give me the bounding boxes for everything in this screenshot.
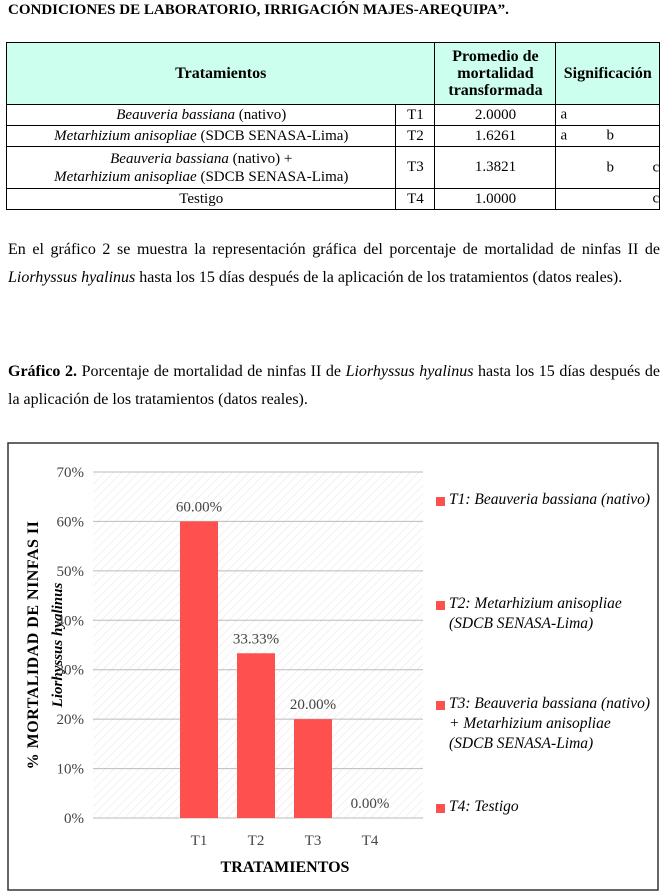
text-run: hasta los 15 días después de la aplicaci… [135,269,623,286]
legend-label: T4: Testigo [449,798,519,815]
legend-swatch [436,804,445,813]
y-tick-label: 10% [57,762,85,778]
mean-cell: 1.3821 [434,146,557,189]
x-title: TRATAMIENTOS [221,859,350,876]
cell-line: Metarhizium anisopliae (SDCB SENASA-Lima… [11,168,391,186]
legend-swatch [436,601,445,610]
legend-label: T3: Beauveria bassiana (nativo) + Metarh… [449,695,651,752]
treatment-cell: Beauveria bassiana (nativo) + Metarhizium… [5,146,397,189]
y-tick-label: 50% [57,564,85,580]
caption: Gráfico 2. Porcentaje de mortalidad de n… [8,358,660,414]
significance-letter: a [560,127,568,144]
col-header: Tratamientos [5,42,436,105]
text-run: Liorhyssus hyalinus [345,363,474,380]
code-cell: T4 [395,188,436,210]
cell-line: Metarhizium anisopliae (SDCB SENASA-Lima… [11,127,391,145]
x-tick-label: T4 [362,833,379,849]
text-run: Metarhizium anisopliae [54,168,197,185]
y-tick-label: 70% [57,465,85,481]
text-run: Porcentaje de mortalidad de ninfas II de [77,363,346,380]
code-cell: T2 [395,125,436,147]
cell-line: Beauveria bassiana (nativo) + [11,150,391,168]
y-tick-label: 30% [57,663,85,679]
significance-cell: c [555,188,660,210]
text-run: Beauveria bassiana [110,150,229,167]
col-header: Promedio de mortalidad transformada [434,42,557,105]
data-label: 20.00% [290,697,336,713]
text-run: (nativo) + [228,150,293,167]
y-tick-label: 0% [64,811,84,827]
text-run: En el gráfico 2 se muestra la representa… [8,241,660,258]
y-tick-label: 20% [57,712,85,728]
cell-line: Beauveria bassiana (nativo) [11,106,391,124]
significance-letter: a [560,106,568,123]
significance-letter: b [606,127,614,144]
text-run: (nativo) [234,107,287,123]
data-label: 60.00% [176,499,222,515]
legend-label: T1: Beauveria bassiana (nativo) [449,491,651,508]
treatment-cell: Metarhizium anisopliae (SDCB SENASA-Lima… [5,125,397,147]
bar [180,521,218,818]
table-row: Testigo T4 1.0000 c [5,188,660,210]
x-tick-label: T1 [191,833,208,849]
significance-letter: c [652,159,660,175]
y-tick-label: 40% [57,613,85,629]
text-run: Gráfico 2. [8,363,78,380]
legend-label: T2: Metarhizium anisopliae (SDCB SENASA-… [449,595,622,632]
x-tick-label: T2 [248,833,265,849]
bar [237,653,275,818]
data-label: 33.33% [233,631,279,647]
y-title: % MORTALIDAD DE NINFAS II [25,521,42,770]
x-tick-label: T3 [305,833,322,849]
legend-swatch [436,701,445,710]
col-header: Significación [555,42,660,105]
text-run: Testigo [179,191,224,207]
table-row: Beauveria bassiana (nativo) + Metarhizium… [5,146,660,189]
treatment-cell: Testigo [5,188,397,210]
mean-cell: 1.6261 [434,125,557,147]
y-tick-label: 60% [57,514,85,530]
significance-letter: b [606,159,614,175]
significance-letter: c [652,190,660,207]
text-run: hasta los 15 días después de la aplicaci… [8,363,661,408]
table-row: Metarhizium anisopliae (SDCB SENASA-Lima… [5,125,660,147]
mean-cell: 1.0000 [434,188,557,210]
bar [294,719,332,818]
text-run: (SDCB SENASA-Lima) [196,168,349,185]
text-run: Metarhizium anisopliae [54,128,197,144]
cell-line: Testigo [11,190,391,208]
legend-swatch [436,497,445,506]
text-run: Beauveria bassiana [116,107,235,123]
text-run: (SDCB SENASA-Lima) [196,128,349,144]
y-subtitle: Liorhyssus hyalinus [50,583,66,709]
doc-title: CONDICIONES DE LABORATORIO, IRRIGACIÓN M… [8,2,509,18]
paragraph: En el gráfico 2 se muestra la representa… [8,236,660,292]
mean-cell: 2.0000 [434,104,557,126]
table-row: Beauveria bassiana (nativo) T1 2.0000 a [5,104,660,126]
data-label: 0.00% [351,796,390,812]
results-table: Tratamientos Promedio de mortalidad trans… [5,42,660,210]
text-run: Liorhyssus hyalinus [8,269,136,286]
